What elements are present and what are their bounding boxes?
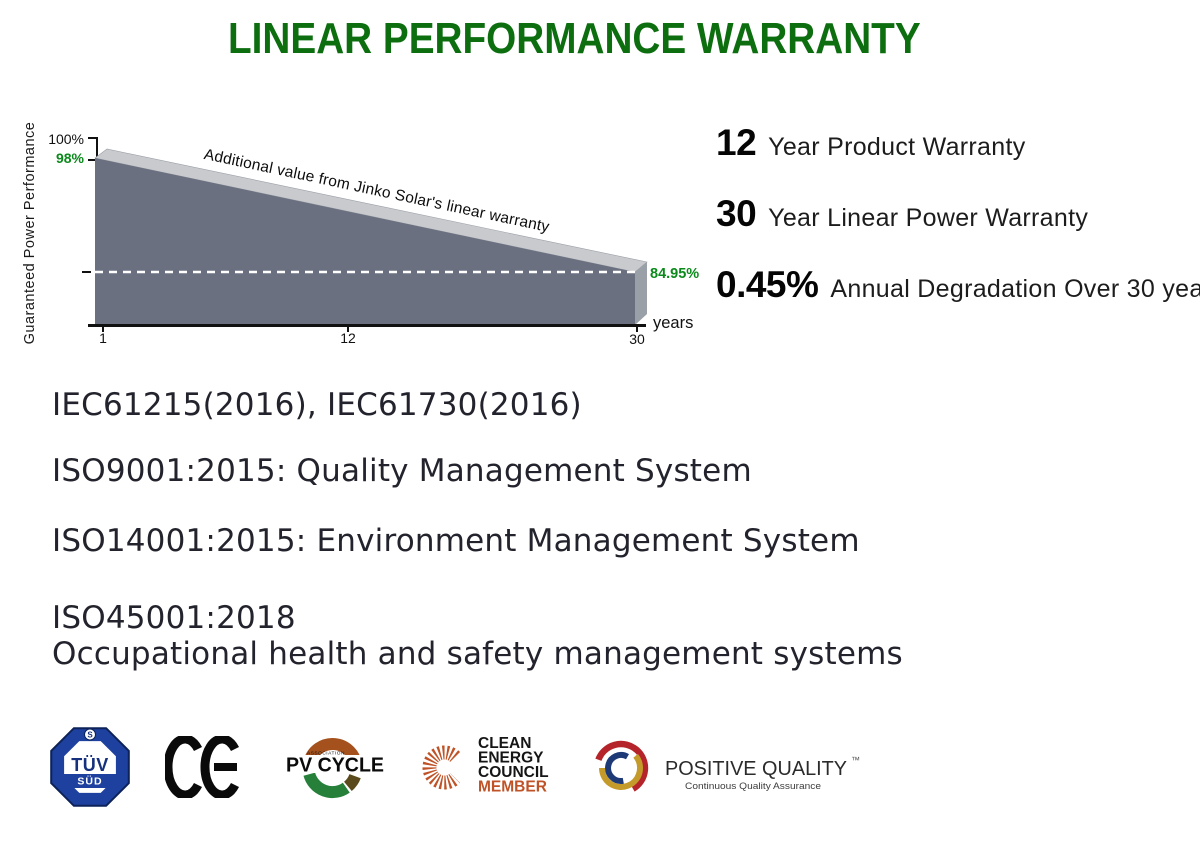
- positive-quality-logo-icon: POSITIVE QUALITY ™ Continuous Quality As…: [595, 740, 860, 792]
- clean-energy-council-logo-icon: CLEAN ENERGY COUNCIL MEMBER: [422, 735, 549, 796]
- chart-x-tick-30: 30: [629, 331, 645, 347]
- pv-cycle-logo-icon: ASSOCIATION PV CYCLE: [283, 737, 389, 799]
- tuv-sud-logo-icon: TÜV SÜD S: [50, 727, 130, 807]
- tuv-brand-text: TÜV: [71, 755, 109, 775]
- tuv-sub-text: SÜD: [77, 775, 102, 788]
- tuv-sub-band: [63, 774, 117, 788]
- ce-mark-icon: [165, 736, 240, 798]
- pq-swirl-navy: [605, 752, 629, 784]
- stat-product-warranty: 12 Year Product Warranty: [716, 122, 1026, 164]
- wedge-right-face: [635, 262, 647, 325]
- chart-end-value-label: 84.95%: [650, 266, 700, 282]
- certification-iso14001: ISO14001:2015: Environment Management Sy…: [52, 523, 860, 559]
- pv-cycle-brand-text: PV CYCLE: [286, 755, 384, 777]
- pq-brand-text: POSITIVE QUALITY: [665, 758, 847, 780]
- pv-cycle-arc-corner: [343, 773, 361, 792]
- stat-value: 12: [716, 122, 757, 163]
- cec-member-text: MEMBER: [478, 779, 547, 796]
- stat-label: Year Linear Power Warranty: [768, 204, 1089, 232]
- ce-letter-e: [200, 736, 240, 798]
- cec-line1: CLEAN: [478, 735, 531, 752]
- cec-dotted-c: [422, 745, 461, 790]
- stat-annual-degradation: 0.45% Annual Degradation Over 30 years: [716, 264, 1200, 306]
- certification-iso45001: ISO45001:2018: [52, 600, 296, 636]
- stat-label: Year Product Warranty: [768, 133, 1026, 161]
- stat-label: Annual Degradation Over 30 years: [830, 275, 1200, 303]
- certification-iso9001: ISO9001:2015: Quality Management System: [52, 453, 752, 489]
- pq-swirl-red: [595, 740, 649, 792]
- wedge-front-face: [95, 158, 635, 325]
- chart-y-tick-100: 100%: [48, 131, 84, 147]
- certification-iec: IEC61215(2016), IEC61730(2016): [52, 387, 582, 423]
- page-title: LINEAR PERFORMANCE WARRANTY: [228, 14, 921, 63]
- stat-linear-power-warranty: 30 Year Linear Power Warranty: [716, 193, 1088, 235]
- pq-swirl-gold: [599, 753, 643, 790]
- pv-cycle-text-band: [283, 755, 389, 773]
- chart-x-tick-12: 12: [340, 330, 356, 346]
- certification-iso45001-subtitle: Occupational health and safety managemen…: [52, 636, 903, 672]
- chart-x-axis-label: years: [653, 314, 694, 332]
- pv-cycle-association-text: ASSOCIATION: [307, 751, 345, 757]
- chart-y-axis-label: Guaranteed Power Performance: [22, 121, 38, 345]
- chart-y-tick-98: 98%: [55, 150, 84, 166]
- tuv-top-letter: S: [87, 731, 93, 740]
- stat-value: 0.45%: [716, 264, 819, 305]
- stat-value: 30: [716, 193, 757, 234]
- ce-letter-c: [165, 736, 203, 798]
- pq-subtitle-text: Continuous Quality Assurance: [685, 781, 821, 792]
- chart-y-range-bracket: [88, 137, 98, 161]
- pv-cycle-arc-bottom: [303, 772, 350, 799]
- cec-line2: ENERGY: [478, 750, 544, 767]
- chart-x-tick-1: 1: [99, 330, 107, 346]
- tuv-top-badge: [84, 728, 96, 741]
- cec-line3: COUNCIL: [478, 764, 549, 781]
- pq-tm-mark: ™: [851, 755, 860, 765]
- warranty-wedge-chart: [82, 148, 648, 332]
